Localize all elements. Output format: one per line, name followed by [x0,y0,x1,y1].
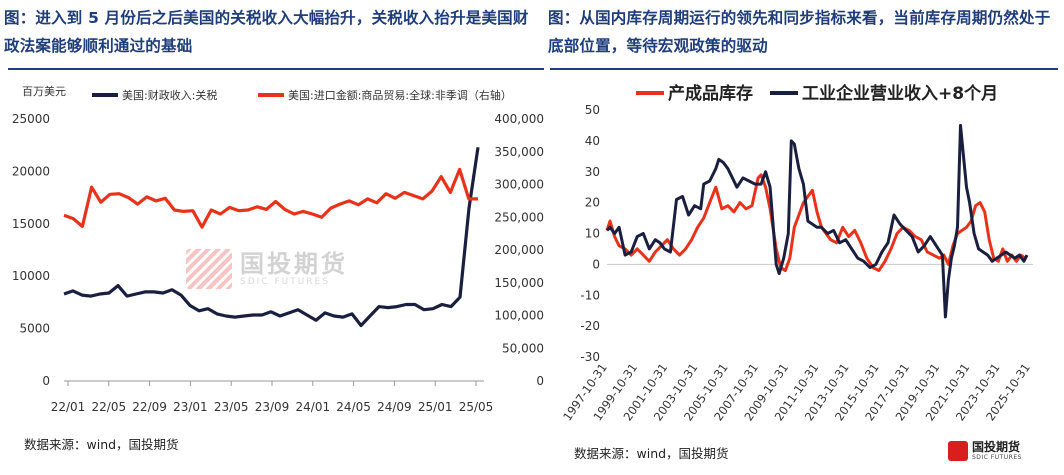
y-tick-label: 0 [42,374,50,388]
left-data-source: 数据来源：wind，国投期货 [24,437,179,452]
x-tick-label: 23/01 [173,400,208,414]
y-tick-label: 20 [585,196,600,210]
brand-mark-icon [948,441,968,461]
y-tick-label: 5000 [19,322,50,336]
x-tick-label: 22/01 [51,400,86,414]
right-data-source: 数据来源：wind，国投期货 [574,446,729,461]
x-tick-label: 25/05 [459,400,494,414]
y-right-tick-label: 150,000 [494,276,544,290]
y-tick-label: 25000 [12,112,50,126]
y-tick-label: 40 [585,134,600,148]
y-tick-label: 10000 [12,269,50,283]
x-tick-label: 25/01 [418,400,453,414]
y-tick-label: 15000 [12,217,50,231]
y-right-tick-label: 250,000 [494,210,544,224]
x-tick-label: 22/09 [132,400,167,414]
watermark-logo: 国投期货 SDIC FUTURES [186,249,348,289]
legend-label: 工业企业营业收入+8个月 [802,83,998,104]
brand-logo: 国投期货 SDIC FUTURES [948,441,1022,461]
y-tick-label: 50 [585,103,600,117]
x-tick-label: 23/05 [214,400,249,414]
watermark-en: SDIC FUTURES [240,277,330,288]
legend-label: 美国:财政收入:关税 [122,88,217,102]
y-right-tick-label: 50,000 [502,341,544,355]
x-tick-label: 24/05 [336,400,371,414]
right-chart-title: 图：从国内库存周期运行的领先和同步指标来看，当前库存周期仍然处于底部位置，等待宏… [548,9,1051,55]
x-tick-label: 24/09 [377,400,412,414]
series-line-revenue-lead [605,123,1029,319]
series-line-tariff-revenue [63,147,480,328]
x-tick-label: 22/05 [92,400,127,414]
left-title-rule [8,68,544,70]
x-tick-label: 23/09 [255,400,290,414]
y-tick-label: -30 [580,350,600,364]
y-axis-unit-label: 百万美元 [22,85,66,98]
left-chart-title: 图：进入到 5 月份后之后美国的关税收入大幅抬升，关税收入抬升是美国财政法案能够… [4,9,529,55]
y-tick-label: 30 [585,165,600,179]
y-right-tick-label: 300,000 [494,178,544,192]
y-right-tick-label: 200,000 [494,243,544,257]
brand-name-cn: 国投期货 [972,440,1021,454]
y-right-tick-label: 100,000 [494,309,544,323]
right-title-rule [550,68,1058,70]
legend-label: 产成品库存 [668,83,753,104]
watermark-cn: 国投期货 [240,249,348,278]
y-right-tick-label: 0 [536,374,544,388]
watermark-mark-icon [186,249,232,289]
y-tick-label: -20 [580,319,600,333]
y-tick-label: 0 [592,257,600,271]
y-right-tick-label: 350,000 [494,145,544,159]
series-line-imports [63,167,478,229]
y-tick-label: 20000 [12,164,50,178]
y-tick-label: -10 [580,288,600,302]
y-right-tick-label: 400,000 [494,112,544,126]
brand-name-en: SDIC FUTURES [972,454,1022,461]
x-tick-label: 24/01 [296,400,331,414]
legend-label: 美国:进口金额:商品贸易:全球:非季调（右轴） [288,88,512,102]
y-tick-label: 10 [585,227,600,241]
series-line-finished-inventory [605,173,1027,273]
